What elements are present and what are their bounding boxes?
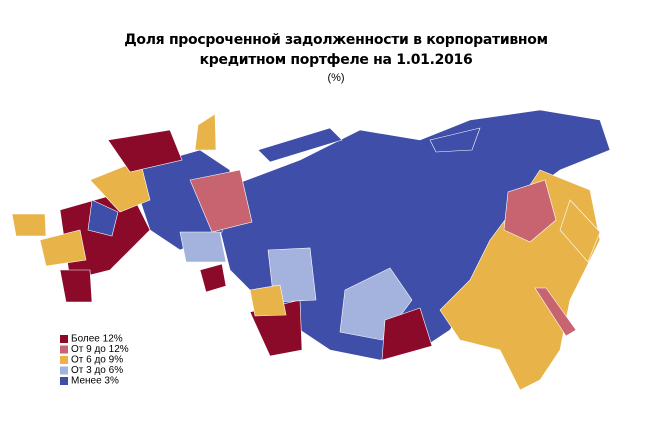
legend: Более 12%От 9 до 12%От 6 до 9%От 3 до 6%…	[60, 334, 129, 387]
legend-swatch	[60, 335, 68, 343]
region	[429, 127, 481, 153]
region	[59, 269, 93, 303]
legend-swatch	[60, 356, 68, 364]
title-line: кредитном портфеле на 1.01.2016	[200, 52, 473, 68]
region	[257, 127, 343, 163]
legend-swatch	[60, 377, 68, 385]
region	[534, 287, 577, 337]
title-line: Доля просроченной задолженности в корпор…	[124, 32, 548, 48]
subtitle: (%)	[327, 72, 344, 84]
legend-label: От 6 до 9%	[71, 355, 123, 366]
region	[381, 307, 433, 361]
region	[503, 179, 557, 243]
region	[179, 231, 227, 263]
legend-label: Менее 3%	[71, 376, 119, 387]
region	[249, 284, 287, 317]
legend-label: Более 12%	[71, 334, 123, 345]
region	[194, 113, 217, 151]
region	[439, 169, 601, 391]
legend-swatch	[60, 345, 68, 354]
legend-label: От 9 до 12%	[71, 344, 129, 355]
region	[39, 229, 87, 267]
region	[107, 129, 183, 173]
region	[199, 263, 227, 293]
region	[11, 213, 47, 237]
map	[11, 109, 611, 391]
legend-label: От 3 до 6%	[71, 365, 123, 376]
region	[89, 159, 151, 213]
region	[87, 199, 119, 237]
legend-swatch	[60, 366, 68, 375]
region	[189, 169, 253, 233]
region	[559, 199, 601, 263]
